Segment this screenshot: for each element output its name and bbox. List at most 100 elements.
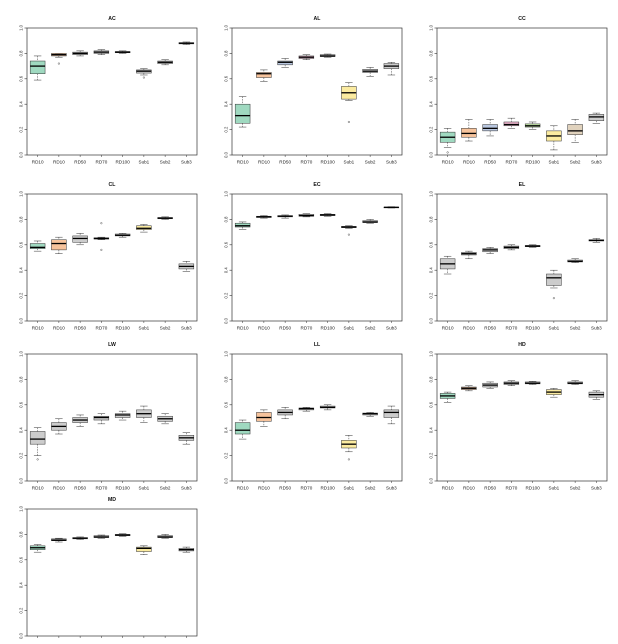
plot-frame — [231, 27, 403, 156]
box-rd100 — [524, 121, 541, 130]
box-rd10 — [461, 119, 477, 142]
x-tick-label: RD10 — [442, 486, 454, 491]
box-body — [51, 239, 67, 251]
box-rd10 — [234, 419, 251, 440]
x-tick-label: RD100 — [115, 160, 130, 165]
box-rd100 — [524, 381, 541, 385]
box-rd10 — [439, 255, 456, 275]
x-tick-label: Sub3 — [591, 326, 602, 331]
panel-title: EL — [519, 182, 526, 188]
y-tick-label: 0.0 — [429, 151, 434, 157]
y-tick-label: 0.8 — [19, 216, 24, 222]
x-tick-label: RD10 — [53, 486, 65, 491]
x-tick-label: RD70 — [506, 160, 518, 165]
y-tick-label: 0.4 — [224, 101, 229, 107]
box-rd10 — [256, 409, 272, 427]
y-tick-label: 0.6 — [19, 241, 24, 247]
x-tick-label: RD10 — [258, 160, 270, 165]
box-rd10 — [51, 53, 67, 65]
box-sub1 — [136, 405, 152, 423]
y-tick-label: 0.0 — [19, 151, 24, 157]
box-rd70 — [298, 213, 315, 218]
x-tick-label: Sub1 — [139, 160, 150, 165]
outlier-point — [36, 458, 39, 461]
box-sub1 — [546, 269, 562, 300]
box-sub1 — [136, 68, 152, 79]
x-axis: RD10 RD10 RD50 RD70 RD100 Sub1 Sub2 Sub3 — [32, 481, 192, 491]
x-tick-label: Sub1 — [549, 486, 560, 491]
box-rd50 — [277, 58, 293, 68]
x-tick-label: RD50 — [74, 160, 86, 165]
x-tick-label: Sub1 — [344, 160, 355, 165]
y-tick-label: 1.0 — [224, 350, 229, 356]
x-tick-label: Sub2 — [365, 326, 376, 331]
y-tick-label: 0.6 — [224, 401, 229, 407]
plot-frame — [436, 27, 608, 156]
y-tick-label: 0.8 — [224, 216, 229, 222]
outlier-point — [142, 76, 145, 79]
x-tick-label: RD70 — [301, 160, 313, 165]
y-tick-label: 0.8 — [19, 531, 24, 537]
y-tick-label: 0.0 — [19, 317, 24, 323]
box-sub3 — [588, 238, 605, 243]
box-rd10 — [51, 236, 67, 254]
y-tick-label: 0.8 — [429, 216, 434, 222]
y-tick-label: 0.4 — [19, 101, 24, 107]
y-axis: 0.0 0.2 0.4 0.6 0.8 1.0 — [224, 190, 232, 324]
panel-title: LW — [108, 342, 116, 348]
x-tick-label: RD10 — [53, 326, 65, 331]
box-rd10 — [256, 69, 272, 82]
x-tick-label: Sub3 — [181, 326, 192, 331]
x-tick-label: Sub3 — [181, 486, 192, 491]
plot-frame — [231, 193, 403, 322]
x-axis: RD10 RD10 RD50 RD70 RD100 Sub1 Sub2 Sub3 — [442, 155, 602, 165]
x-tick-label: RD100 — [320, 160, 335, 165]
box-rd10 — [256, 215, 272, 219]
box-sub2 — [567, 119, 583, 143]
x-tick-label: RD10 — [442, 326, 454, 331]
panel-title: CC — [518, 16, 526, 22]
y-axis: 0.0 0.2 0.4 0.6 0.8 1.0 — [224, 24, 232, 158]
y-axis: 0.0 0.2 0.4 0.6 0.8 1.0 — [429, 350, 437, 484]
box-rd100 — [114, 233, 131, 238]
x-tick-label: Sub2 — [365, 486, 376, 491]
y-tick-label: 0.4 — [429, 267, 434, 273]
box-body — [234, 422, 251, 435]
x-tick-label: RD10 — [53, 160, 65, 165]
y-tick-label: 0.2 — [429, 126, 434, 132]
y-tick-label: 1.0 — [19, 505, 24, 511]
y-tick-label: 0.6 — [19, 75, 24, 81]
box-rd100 — [114, 533, 131, 537]
box-sub2 — [157, 534, 173, 539]
box-sub1 — [136, 224, 152, 233]
box-sub3 — [588, 390, 605, 400]
y-tick-label: 0.4 — [19, 427, 24, 433]
plot-frame — [26, 193, 198, 322]
x-tick-label: RD10 — [237, 486, 249, 491]
x-tick-label: RD50 — [279, 486, 291, 491]
box-rd70 — [93, 222, 110, 251]
y-tick-label: 0.2 — [19, 452, 24, 458]
x-axis: RD10 RD10 RD50 RD70 RD100 Sub1 Sub2 Sub3 — [237, 155, 397, 165]
y-tick-label: 0.6 — [19, 556, 24, 562]
outlier-point — [347, 458, 350, 461]
box-sub1 — [341, 435, 357, 461]
box-rd70 — [93, 413, 110, 425]
box-sub3 — [383, 62, 400, 76]
y-tick-label: 0.6 — [429, 75, 434, 81]
plot-frame — [436, 193, 608, 322]
y-tick-label: 1.0 — [224, 190, 229, 196]
x-tick-label: RD70 — [506, 486, 518, 491]
y-tick-label: 0.6 — [19, 401, 24, 407]
y-tick-label: 0.4 — [19, 267, 24, 273]
plot-frame — [231, 353, 403, 482]
box-rd70 — [503, 117, 520, 129]
panel-title: MD — [108, 497, 116, 503]
y-tick-label: 0.0 — [429, 477, 434, 483]
box-rd50 — [72, 414, 88, 427]
box-rd70 — [93, 534, 110, 539]
box-body — [567, 124, 583, 135]
y-tick-label: 0.0 — [224, 477, 229, 483]
